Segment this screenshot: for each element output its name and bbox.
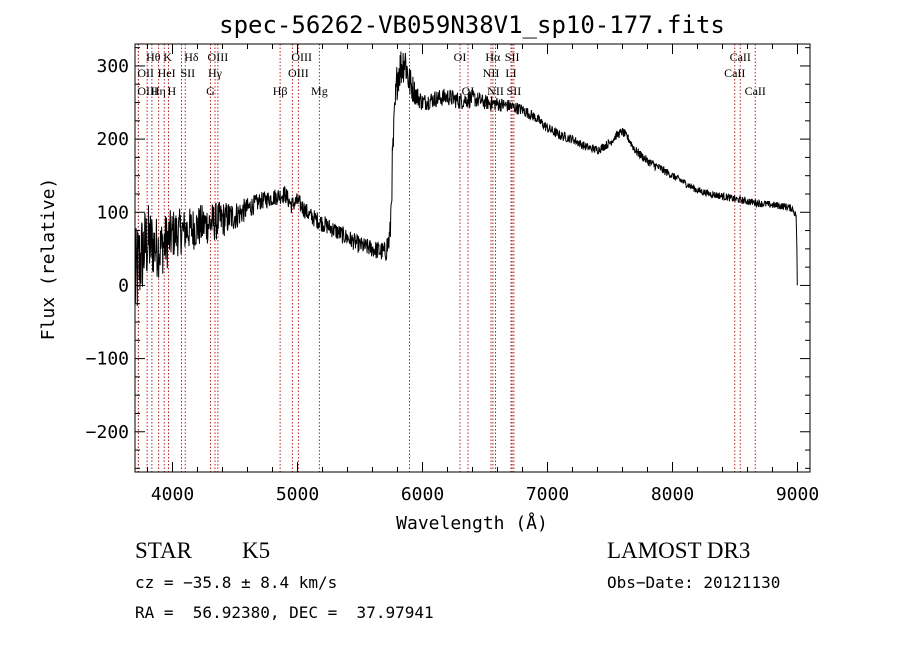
line-label-23: LI — [505, 66, 516, 80]
line-label-15: Mg — [311, 84, 328, 98]
line-label-5: K — [163, 50, 172, 64]
line-label-4: HeI — [158, 66, 176, 80]
y-tick-label-5: 300 — [96, 56, 129, 77]
plot-frame — [134, 43, 811, 473]
y-tick-label-3: 100 — [96, 202, 129, 223]
line-label-14: OIII — [288, 66, 309, 80]
line-label-10: Hγ — [208, 66, 223, 80]
y-axis: −200 −100 0 100 200 300 — [86, 47, 810, 469]
redshift-cz: cz = −35.8 ± 8.4 km/s — [135, 573, 338, 592]
line-label-12: Hβ — [273, 84, 288, 98]
line-label-11: G — [206, 84, 215, 98]
line-label-2: OIII — [137, 84, 158, 98]
line-label-13: OIII — [291, 50, 312, 64]
line-label-26: CaII — [724, 66, 745, 80]
survey-name: LAMOST DR3 — [607, 538, 751, 563]
y-tick-label-1: −100 — [86, 349, 129, 370]
line-label-22: SII — [505, 50, 520, 64]
line-label-19: Hα — [485, 50, 501, 64]
x-tick-label-0: 4000 — [151, 484, 194, 505]
line-label-20: NII — [483, 66, 500, 80]
object-subclass: K5 — [242, 538, 271, 563]
y-tick-label-2: 0 — [118, 275, 129, 296]
x-tick-label-4: 8000 — [651, 484, 694, 505]
line-label-0: Hθ — [146, 50, 161, 64]
line-label-24: SII — [507, 84, 522, 98]
line-label-1: OII — [137, 66, 154, 80]
y-axis-label: Flux (relative) — [38, 178, 59, 341]
ra-dec-coordinates: RA = 56.92380, DEC = 37.97941 — [135, 603, 434, 622]
y-tick-label-4: 200 — [96, 129, 129, 150]
spectral-line-markers — [137, 44, 756, 472]
y-tick-label-0: −200 — [86, 422, 129, 443]
line-label-3: Hη — [151, 84, 166, 98]
x-axis-label: Wavelength (Å) — [396, 512, 548, 534]
x-axis: 4000 5000 6000 7000 8000 9000 — [147, 44, 819, 505]
line-label-8: SII — [181, 66, 196, 80]
object-class: STAR — [135, 538, 192, 563]
chart-title: spec-56262-VB059N38V1_sp10-177.fits — [219, 11, 725, 39]
line-label-25: CaII — [730, 50, 751, 64]
spectrum-line — [134, 51, 798, 306]
line-label-21: NII — [487, 84, 504, 98]
line-label-27: CaII — [745, 84, 766, 98]
line-label-9: OIII — [208, 50, 229, 64]
x-tick-label-5: 9000 — [776, 484, 819, 505]
line-label-6: H — [168, 84, 177, 98]
line-label-17: OI — [454, 50, 467, 64]
observation-date: Obs−Date: 20121130 — [607, 573, 781, 592]
line-label-7: Hδ — [184, 50, 199, 64]
x-tick-label-3: 7000 — [526, 484, 569, 505]
x-tick-label-2: 6000 — [401, 484, 444, 505]
x-tick-label-1: 5000 — [276, 484, 319, 505]
